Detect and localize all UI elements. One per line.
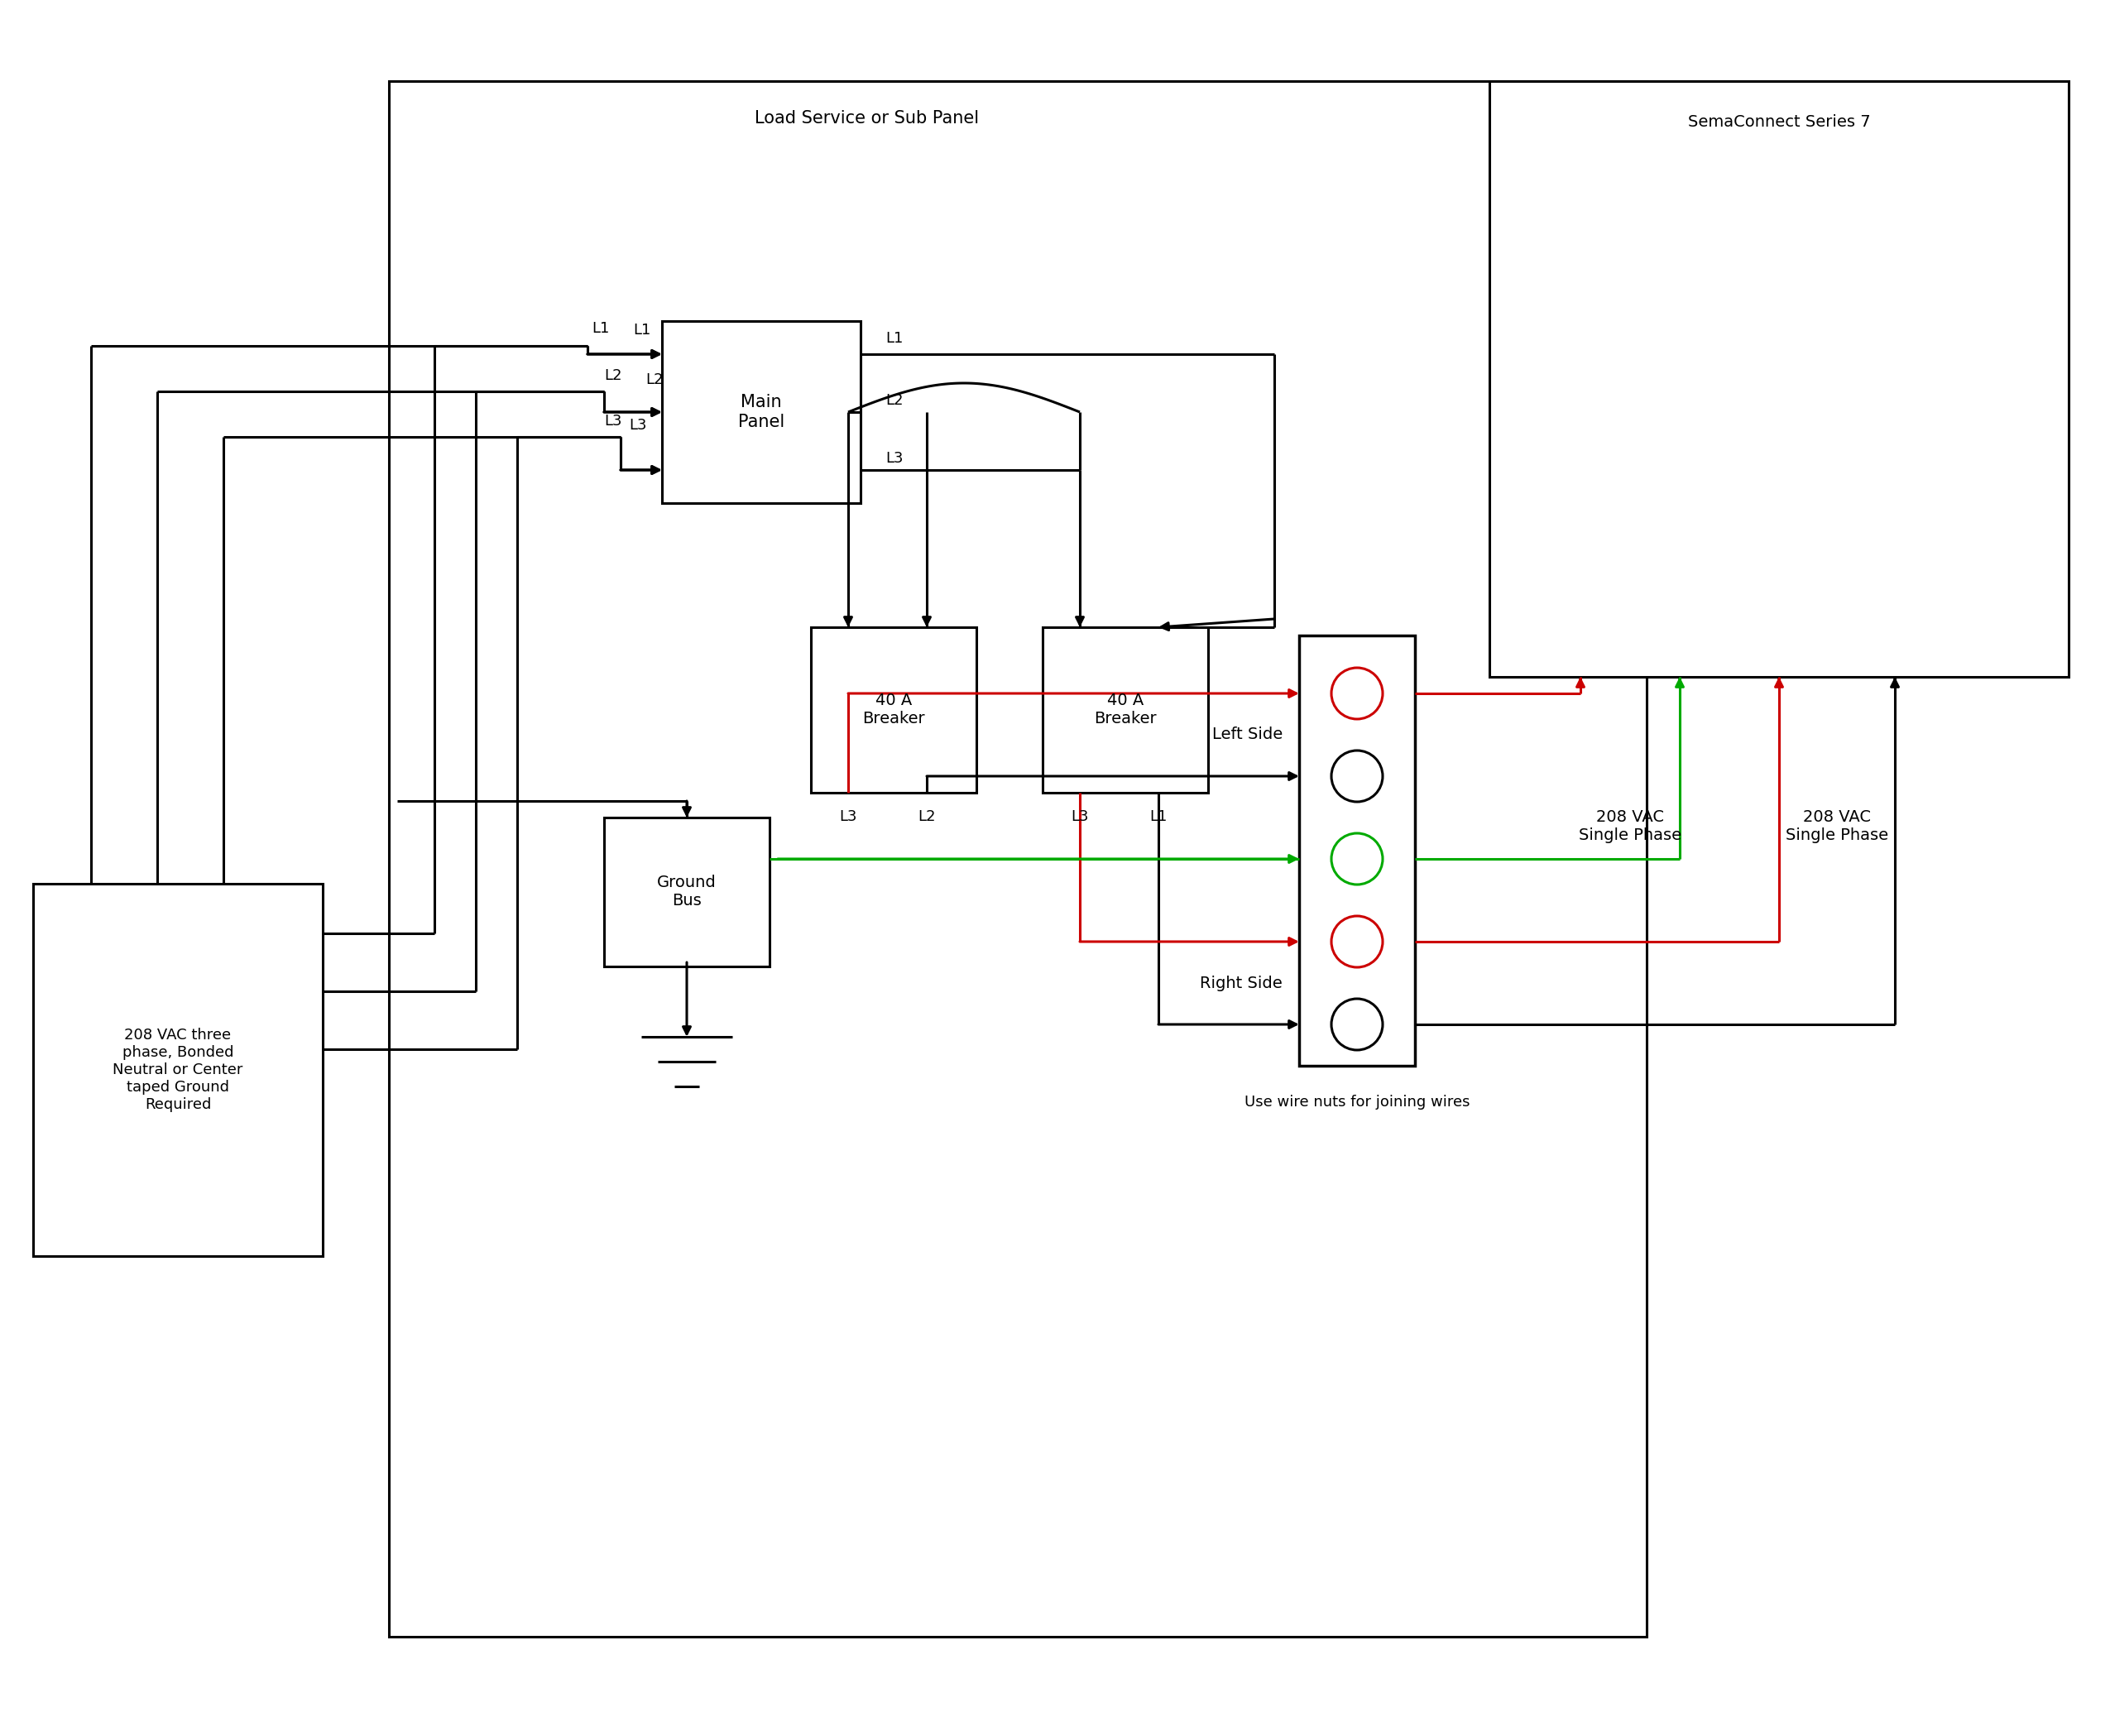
Text: L3: L3 — [1072, 809, 1089, 825]
Bar — [1490, 82, 2068, 677]
Text: L3: L3 — [603, 413, 622, 429]
Text: L2: L2 — [603, 368, 622, 384]
Text: Use wire nuts for joining wires: Use wire nuts for joining wires — [1245, 1095, 1471, 1109]
Text: L1: L1 — [633, 323, 650, 337]
Text: Main
Panel: Main Panel — [738, 394, 785, 431]
Text: 208 VAC
Single Phase: 208 VAC Single Phase — [1785, 809, 1888, 844]
Text: L2: L2 — [918, 809, 935, 825]
Text: L1: L1 — [1150, 809, 1167, 825]
Text: Load Service or Sub Panel: Load Service or Sub Panel — [755, 109, 979, 127]
Bar — [1042, 627, 1209, 793]
Text: L1: L1 — [591, 321, 610, 337]
Text: L3: L3 — [629, 418, 646, 432]
Text: 40 A
Breaker: 40 A Breaker — [1095, 693, 1156, 727]
Text: L2: L2 — [646, 372, 663, 387]
Text: L3: L3 — [840, 809, 857, 825]
Text: Ground
Bus: Ground Bus — [656, 875, 717, 910]
Text: Left Side: Left Side — [1211, 727, 1283, 743]
Text: SemaConnect Series 7: SemaConnect Series 7 — [1688, 115, 1869, 130]
Bar — [810, 627, 977, 793]
Bar — [34, 884, 323, 1257]
Text: 40 A
Breaker: 40 A Breaker — [863, 693, 924, 727]
Text: L1: L1 — [886, 332, 903, 345]
Text: 208 VAC three
phase, Bonded
Neutral or Center
taped Ground
Required: 208 VAC three phase, Bonded Neutral or C… — [112, 1028, 243, 1111]
Text: Right Side: Right Side — [1201, 976, 1283, 991]
Text: L2: L2 — [886, 392, 903, 408]
Bar — [388, 82, 1646, 1637]
Text: L3: L3 — [886, 451, 903, 465]
Bar — [1300, 635, 1416, 1066]
Bar — [663, 321, 861, 503]
Text: 208 VAC
Single Phase: 208 VAC Single Phase — [1578, 809, 1682, 844]
Bar — [603, 818, 770, 967]
